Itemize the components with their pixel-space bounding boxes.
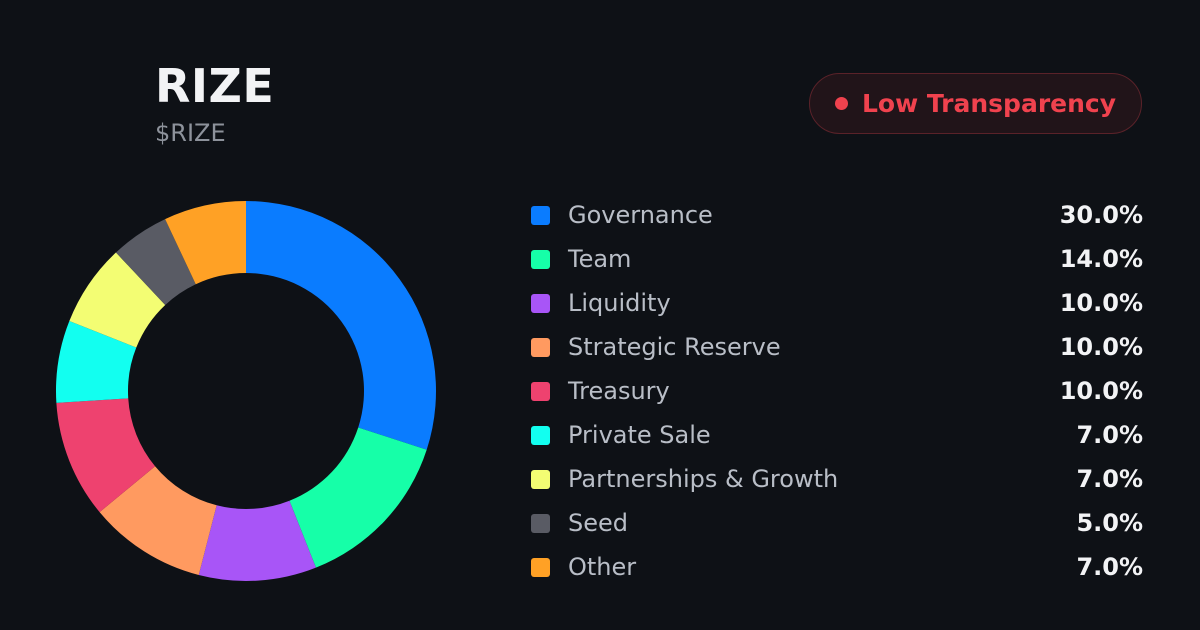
donut-slice-private-sale: [56, 321, 137, 403]
legend-item-other: Other 7.0%: [531, 545, 1143, 589]
legend-item-liquidity: Liquidity 10.0%: [531, 281, 1143, 325]
donut-slice-treasury: [56, 398, 156, 513]
legend-item-treasury: Treasury 10.0%: [531, 369, 1143, 413]
transparency-badge-label: Low Transparency: [861, 89, 1117, 118]
legend-value: 7.0%: [1076, 421, 1143, 449]
legend-value: 10.0%: [1059, 333, 1143, 361]
status-dot-icon: [834, 97, 848, 110]
donut-slice-strategic-reserve: [99, 466, 217, 576]
transparency-badge: Low Transparency: [809, 73, 1142, 134]
donut-slice-partnerships-growth: [69, 252, 166, 348]
legend-value: 10.0%: [1059, 377, 1143, 405]
donut-slice-seed: [115, 219, 196, 305]
legend-item-seed: Seed 5.0%: [531, 501, 1143, 545]
legend-item-governance: Governance 30.0%: [531, 193, 1143, 237]
legend-value: 14.0%: [1059, 245, 1143, 273]
legend-value: 10.0%: [1059, 289, 1143, 317]
legend-label: Seed: [568, 509, 628, 537]
legend-label: Governance: [568, 201, 713, 229]
allocation-legend: Governance 30.0% Team 14.0% Liquidity 10.0% St…: [531, 193, 1143, 589]
legend-swatch: [531, 513, 550, 533]
legend-swatch: [531, 249, 550, 269]
donut-slice-team: [289, 427, 427, 568]
donut-slice-liquidity: [198, 500, 316, 582]
legend-label: Team: [568, 245, 632, 273]
legend-item-private-sale: Private Sale 7.0%: [531, 413, 1143, 457]
token-name: RIZE: [155, 59, 275, 113]
legend-item-team: Team 14.0%: [531, 237, 1143, 281]
legend-swatch: [531, 293, 550, 313]
legend-swatch: [531, 557, 550, 577]
legend-label: Private Sale: [568, 421, 711, 449]
legend-value: 7.0%: [1076, 553, 1143, 581]
legend-swatch: [531, 337, 550, 357]
legend-swatch: [531, 425, 550, 445]
allocation-donut-chart: [56, 201, 436, 582]
donut-slice-other: [165, 201, 246, 285]
donut-slice-governance: [246, 201, 436, 450]
legend-label: Liquidity: [568, 289, 671, 317]
legend-swatch: [531, 381, 550, 401]
legend-value: 5.0%: [1076, 509, 1143, 537]
legend-item-strategic-reserve: Strategic Reserve 10.0%: [531, 325, 1143, 369]
legend-swatch: [531, 205, 550, 225]
legend-item-partnerships-growth: Partnerships & Growth 7.0%: [531, 457, 1143, 501]
legend-value: 7.0%: [1076, 465, 1143, 493]
legend-value: 30.0%: [1059, 201, 1143, 229]
token-symbol: $RIZE: [155, 119, 226, 147]
legend-label: Other: [568, 553, 637, 581]
legend-label: Treasury: [568, 377, 670, 405]
legend-label: Partnerships & Growth: [568, 465, 839, 493]
legend-swatch: [531, 469, 550, 489]
legend-label: Strategic Reserve: [568, 333, 781, 361]
